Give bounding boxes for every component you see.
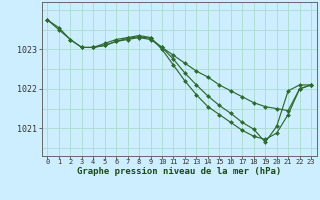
X-axis label: Graphe pression niveau de la mer (hPa): Graphe pression niveau de la mer (hPa) xyxy=(77,167,281,176)
